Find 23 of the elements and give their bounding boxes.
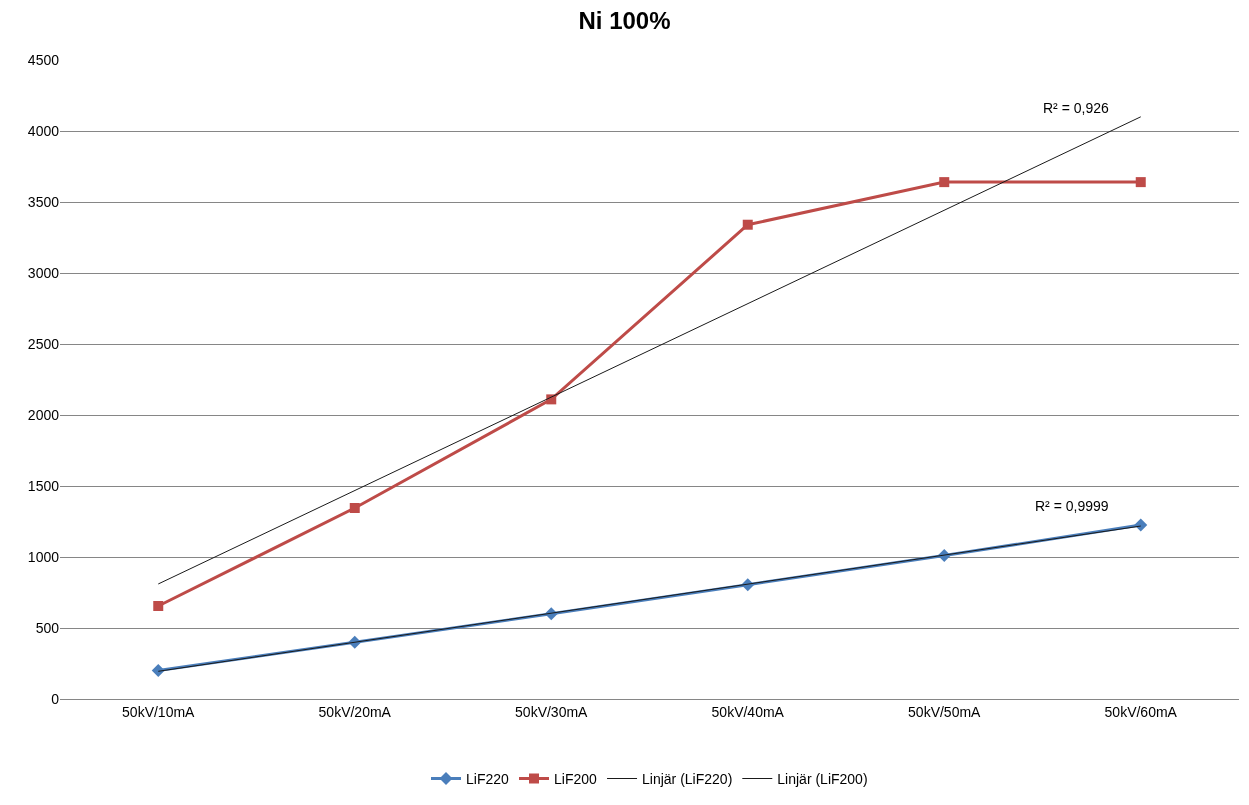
y-tick-label: 3500: [27, 193, 60, 210]
x-tick-label: 50kV/50mA: [908, 703, 982, 720]
y-tick-label: 1000: [27, 548, 60, 565]
x-tick-label: 50kV/20mA: [318, 703, 392, 720]
annotation: R² = 0,9999: [1035, 498, 1109, 514]
y-tick-label: 4000: [27, 122, 60, 139]
x-tick-label: 50kV/60mA: [1104, 703, 1178, 720]
x-tick-label: 50kV/10mA: [122, 703, 196, 720]
legend-label: Linjär (LiF220): [642, 770, 733, 787]
legend-label: Linjär (LiF200): [777, 770, 868, 787]
y-tick-label: 2500: [27, 335, 60, 352]
y-tick-label: 4500: [27, 51, 60, 68]
y-tick-label: 3000: [27, 264, 60, 281]
x-tick-label: 50kV/30mA: [515, 703, 589, 720]
x-tick-label: 50kV/40mA: [711, 703, 785, 720]
annotation: R² = 0,926: [1043, 100, 1109, 116]
legend-label: LiF220: [466, 770, 510, 787]
y-tick-label: 0: [51, 690, 60, 707]
y-tick-label: 2000: [27, 406, 60, 423]
y-tick-label: 1500: [27, 477, 60, 494]
legend-label: LiF200: [554, 770, 598, 787]
chart-title: Ni 100%: [578, 6, 671, 34]
y-tick-label: 500: [35, 619, 60, 636]
